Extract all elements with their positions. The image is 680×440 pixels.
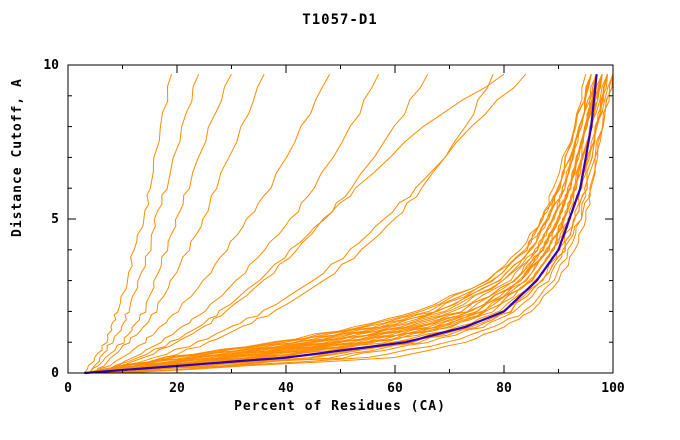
x-tick-label: 40 <box>278 381 294 396</box>
model-curve <box>111 74 614 374</box>
x-tick-label: 20 <box>169 381 185 396</box>
model-curve <box>89 74 598 374</box>
model-curve <box>84 74 592 374</box>
model-curve <box>95 74 598 374</box>
model-curve <box>84 74 592 374</box>
model-curve <box>100 73 380 374</box>
model-curve <box>84 74 592 374</box>
x-tick-label: 100 <box>601 381 625 396</box>
model-curve <box>122 74 614 374</box>
model-curve <box>100 73 527 374</box>
model-curve <box>95 74 603 374</box>
x-axis-label: Percent of Residues (CA) <box>234 399 446 414</box>
plot-border <box>67 64 614 374</box>
model-curve <box>100 74 603 374</box>
chart-title: T1057-D1 <box>302 12 378 28</box>
model-curve <box>89 74 592 374</box>
model-curve <box>94 73 331 374</box>
model-curve <box>84 74 587 374</box>
y-axis-label: Distance Cutoff, A <box>10 78 25 237</box>
model-curve <box>84 74 592 374</box>
model-curve <box>111 74 614 374</box>
model-curve <box>100 74 608 374</box>
highlight-curve <box>84 74 598 375</box>
x-tick-label: 60 <box>387 381 403 396</box>
x-tick-label: 80 <box>496 381 512 396</box>
model-curve <box>94 73 265 374</box>
x-tick-label: 0 <box>64 381 72 396</box>
model-curve <box>95 73 505 374</box>
y-tick-label: 5 <box>51 212 59 227</box>
y-tick-label: 0 <box>51 366 59 381</box>
model-curve <box>83 74 173 374</box>
model-curve <box>89 74 598 374</box>
model-curve <box>106 74 494 374</box>
model-curve <box>89 73 598 374</box>
model-curve <box>100 73 429 374</box>
model-curve <box>89 73 200 374</box>
model-curve <box>89 74 603 374</box>
y-tick-label: 10 <box>43 58 59 73</box>
model-curve <box>89 73 232 374</box>
model-curve <box>89 74 598 374</box>
model-curve <box>95 74 598 374</box>
